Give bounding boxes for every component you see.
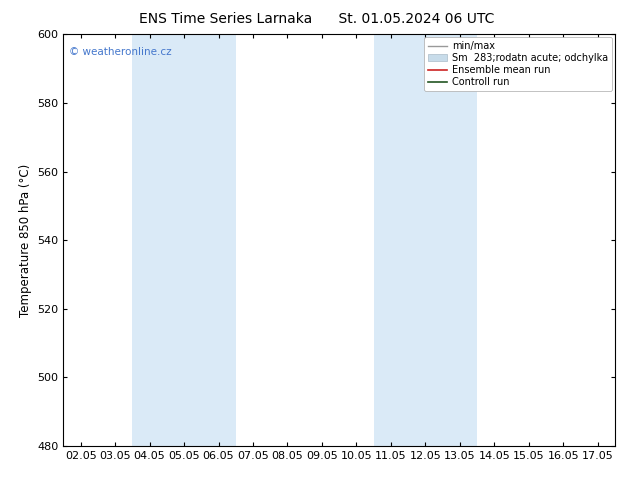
Legend: min/max, Sm  283;rodatn acute; odchylka, Ensemble mean run, Controll run: min/max, Sm 283;rodatn acute; odchylka, … [424,37,612,91]
Text: © weatheronline.cz: © weatheronline.cz [69,47,172,57]
Bar [133,34,236,446]
Text: ENS Time Series Larnaka      St. 01.05.2024 06 UTC: ENS Time Series Larnaka St. 01.05.2024 0… [139,12,495,26]
Bar [373,34,477,446]
Y-axis label: Temperature 850 hPa (°C): Temperature 850 hPa (°C) [19,164,32,317]
